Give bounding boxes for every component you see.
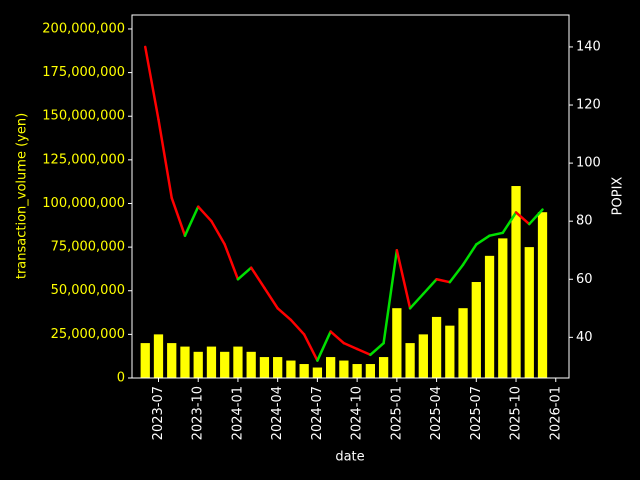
bar [365, 364, 375, 378]
popix-segment [448, 263, 465, 284]
popix-segment [514, 211, 531, 226]
x-tick-label: 2024-07 [310, 386, 325, 440]
y-tick-label: 200,000,000 [42, 21, 125, 36]
bar [498, 238, 508, 378]
bar [167, 343, 177, 378]
bar [286, 360, 296, 378]
bar [233, 346, 243, 378]
popix-segment [355, 347, 372, 357]
y2-tick-label: 40 [576, 330, 593, 345]
bar [378, 357, 389, 378]
popix-segment [143, 45, 160, 121]
bar [246, 351, 256, 378]
bar [431, 316, 442, 378]
x-tick-label: 2026-01 [548, 386, 563, 440]
bar [312, 367, 323, 378]
x-tick-label: 2025-04 [429, 386, 444, 440]
popix-segment [249, 266, 266, 290]
popix-segment [501, 211, 518, 235]
plot-frame [131, 14, 570, 379]
popix-segment [461, 243, 478, 266]
bar [299, 364, 309, 378]
bar [405, 343, 415, 378]
bar [537, 212, 548, 378]
y-tick-label: 175,000,000 [42, 65, 125, 80]
x-axis-label: date [335, 450, 364, 465]
y-tick-label: 50,000,000 [51, 283, 125, 298]
x-tick-label: 2025-01 [389, 386, 404, 440]
popix-segment [475, 234, 491, 246]
y-tick-label: 150,000,000 [42, 109, 125, 124]
y-tick-label: 25,000,000 [51, 327, 125, 342]
popix-segment [422, 278, 438, 296]
x-tick-label: 2025-10 [509, 386, 524, 440]
y-tick-label: 0 [117, 371, 125, 386]
popix-segment [488, 231, 505, 237]
popix-segment [183, 205, 200, 237]
x-tick-label: 2024-10 [350, 386, 365, 440]
y-axis-label: transaction_volume (yen) [15, 113, 30, 279]
bar [418, 334, 428, 378]
popix-segment [329, 330, 346, 345]
popix-segment [302, 333, 319, 362]
bar [193, 351, 203, 378]
x-tick-label: 2023-10 [191, 386, 206, 440]
popix-segment [170, 196, 187, 237]
bar [511, 186, 521, 378]
popix-segment [263, 286, 279, 310]
bar [524, 247, 534, 378]
popix-segment [210, 219, 226, 246]
popix-segment [157, 118, 173, 200]
bar [180, 346, 190, 378]
bar [273, 357, 283, 378]
popix-segment [382, 248, 399, 345]
popix-segment [369, 341, 385, 357]
y-tick-label: 125,000,000 [42, 152, 125, 167]
popix-segment [435, 278, 452, 284]
bar [326, 357, 336, 378]
bar [153, 334, 164, 378]
x-tick-label: 2024-04 [270, 386, 285, 440]
x-tick-label: 2024-01 [230, 386, 245, 440]
bar [458, 308, 468, 378]
y2-tick-label: 80 [576, 214, 593, 229]
bar [471, 282, 481, 378]
bar [140, 343, 150, 378]
bar [352, 364, 362, 378]
popix-segment [528, 208, 544, 226]
popix-segment [342, 341, 359, 351]
y-tick-label: 100,000,000 [42, 196, 125, 211]
popix-segment [276, 307, 293, 322]
y2-tick-label: 140 [576, 39, 601, 54]
popix-segment [316, 330, 332, 362]
y2-tick-label: 100 [576, 156, 601, 171]
bar [206, 346, 217, 378]
x-tick-label: 2025-07 [469, 386, 484, 440]
bar [392, 308, 402, 378]
popix-segment [395, 248, 412, 310]
bar [259, 357, 270, 378]
bar [220, 351, 230, 378]
bar [339, 360, 349, 378]
bar [484, 255, 495, 378]
bar [445, 325, 455, 378]
y2-axis-label: POPIX [611, 177, 626, 216]
popix-segment [236, 266, 253, 281]
popix-segment [408, 292, 425, 310]
y-tick-label: 75,000,000 [51, 240, 125, 255]
x-tick-label: 2023-07 [151, 386, 166, 440]
popix-segment [289, 318, 306, 336]
y2-tick-label: 120 [576, 98, 601, 113]
popix-segment [196, 205, 213, 223]
popix-segment [223, 243, 240, 281]
y2-tick-label: 60 [576, 272, 593, 287]
